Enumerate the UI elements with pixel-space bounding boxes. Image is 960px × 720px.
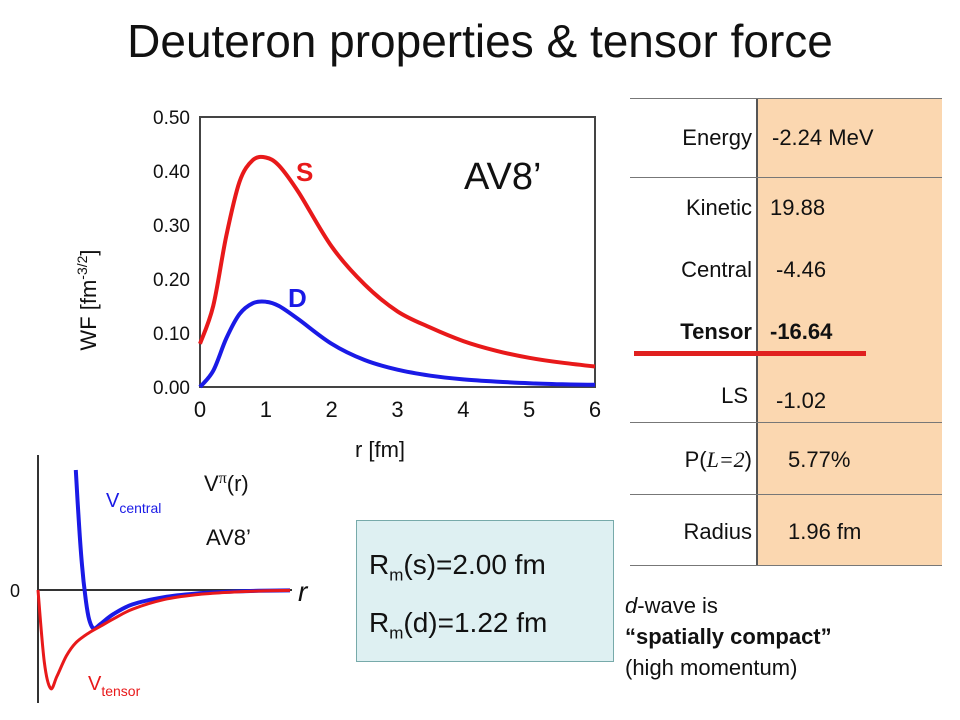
probability-d-label-post: ) — [744, 447, 752, 472]
x-tick-label: 1 — [260, 397, 272, 422]
x-tick-label: 4 — [457, 397, 469, 422]
note-line-1: d-wave is — [625, 590, 832, 621]
table-bottom-border — [630, 565, 942, 566]
v-central-label: Vcentral — [106, 490, 161, 516]
potential-zero-label: 0 — [10, 581, 20, 601]
x-axis-label: r [fm] — [355, 437, 405, 462]
potential-model-label: AV8’ — [206, 525, 251, 550]
ls-value: -1.02 — [776, 388, 827, 413]
note-line-1-rest: -wave is — [637, 593, 718, 618]
y-tick-label: 0.30 — [153, 216, 190, 237]
central-label: Central — [681, 257, 752, 282]
y-tick-label: 0.40 — [153, 162, 190, 183]
v-pi-label: Vπ(r) — [204, 470, 249, 496]
table-top-border — [630, 98, 942, 99]
table-row-separator — [630, 422, 942, 423]
v-tensor-main: V — [88, 673, 102, 695]
x-tick-label: 6 — [589, 397, 601, 422]
deuteron-properties-table: Energy -2.24 MeV Kinetic 19.88 Central -… — [630, 98, 942, 566]
note-line-2: “spatially compact” — [625, 624, 832, 649]
d-radius-sub: m — [389, 623, 404, 643]
kinetic-label: Kinetic — [685, 195, 752, 220]
series-s-line — [198, 154, 596, 369]
page-title: Deuteron properties & tensor force — [127, 15, 833, 67]
wavefunction-chart: 0.00 0.10 0.20 0.30 0.40 0.50 0 1 2 3 4 5 6 WF [fm-… — [74, 108, 601, 462]
table-row-separator — [630, 494, 942, 495]
v-tensor-sub: tensor — [101, 683, 140, 699]
y-tick-label: 0.00 — [153, 378, 190, 399]
matter-radii-box: Rm(s)=2.00 fm Rm(d)=1.22 fm — [356, 520, 614, 662]
table-row-separator — [630, 177, 942, 178]
y-tick-label: 0.10 — [153, 324, 190, 345]
y-axis-label-end: ] — [76, 249, 101, 255]
probability-d-label-pre: P( — [684, 447, 707, 472]
probability-d-label: P(L=2) — [685, 448, 752, 472]
probability-d-value: 5.77% — [788, 447, 851, 472]
v-central-sub: central — [119, 500, 161, 516]
note-line-3: (high momentum) — [625, 655, 798, 680]
central-value: -4.46 — [776, 257, 827, 282]
probability-d-label-l: L=2 — [706, 447, 745, 472]
d-wave-note: d-wave is “spatially compact” (high mome… — [625, 590, 832, 683]
kinetic-value: 19.88 — [770, 195, 826, 220]
y-axis-label-sup: -3/2 — [74, 255, 90, 279]
potential-r-label: r — [298, 576, 309, 607]
tensor-value: -16.64 — [770, 319, 833, 344]
wf-y-tick-labels: 0.00 0.10 0.20 0.30 0.40 0.50 — [153, 108, 190, 399]
s-radius-symbol: R — [369, 549, 390, 580]
energy-value: -2.24 MeV — [772, 125, 874, 150]
tensor-label: Tensor — [680, 319, 752, 344]
v-tensor-label: Vtensor — [88, 673, 141, 699]
s-series-label: S — [296, 157, 313, 187]
v-pi-main: V — [204, 471, 219, 496]
wf-plot-frame — [199, 116, 596, 388]
tensor-highlight-line — [634, 351, 866, 356]
x-tick-label: 2 — [326, 397, 338, 422]
y-tick-label: 0.20 — [153, 270, 190, 291]
x-tick-label: 5 — [523, 397, 535, 422]
d-radius-symbol: R — [369, 607, 390, 638]
energy-label: Energy — [682, 125, 752, 150]
table-divider — [756, 98, 758, 566]
s-radius-line: Rm(s)=2.00 fm — [369, 549, 546, 586]
s-radius-text: (s)=2.00 fm — [403, 549, 546, 580]
s-radius-sub: m — [389, 565, 404, 585]
x-tick-label: 0 — [194, 397, 206, 422]
d-radius-text: (d)=1.22 fm — [403, 607, 548, 638]
d-series-label: D — [288, 283, 307, 313]
radius-label: Radius — [683, 519, 752, 544]
v-tensor-line — [36, 588, 291, 691]
values-column-background — [758, 98, 942, 566]
v-central-main: V — [106, 490, 120, 512]
y-axis-label: WF [fm-3/2] — [74, 249, 101, 350]
series-d-line — [198, 299, 596, 389]
v-pi-sup: π — [219, 470, 227, 487]
y-tick-label: 0.50 — [153, 108, 190, 129]
y-axis-label-main: WF [fm — [76, 280, 101, 351]
model-label: AV8’ — [464, 156, 541, 198]
ls-label: LS — [721, 383, 748, 408]
potential-chart: 0 r Vπ(r) AV8’ Vcentral Vtensor — [10, 455, 309, 703]
radius-value: 1.96 fm — [788, 519, 862, 544]
v-pi-end: (r) — [227, 471, 249, 496]
note-d-italic: d — [625, 593, 638, 618]
x-tick-label: 3 — [391, 397, 403, 422]
wf-axes — [199, 116, 596, 388]
d-radius-line: Rm(d)=1.22 fm — [369, 607, 547, 644]
wf-x-tick-labels: 0 1 2 3 4 5 6 — [194, 397, 601, 422]
